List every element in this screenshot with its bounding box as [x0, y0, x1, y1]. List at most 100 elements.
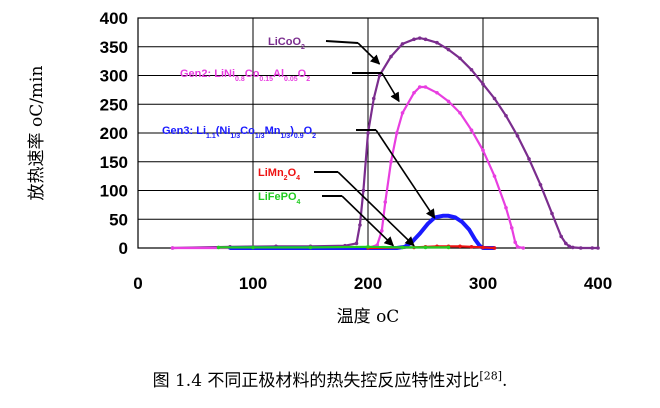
figure-caption: 图 1.4 不同正极材料的热失控反应特性对比[28]. [0, 366, 660, 391]
data-point [473, 237, 477, 242]
y-tick-labels: 0 50 100 150 200 250 300 350 400 [100, 9, 128, 258]
data-point [216, 245, 221, 250]
data-point [596, 246, 600, 250]
x-tick-label: 200 [354, 274, 382, 293]
y-tick-label: 300 [100, 67, 128, 86]
data-point [504, 113, 508, 118]
x-tick-label: 400 [584, 274, 612, 293]
series-line [172, 36, 598, 250]
data-point [492, 246, 497, 250]
annotation-arrow [337, 171, 415, 247]
annotation-arrow [341, 195, 394, 247]
annotation-arrow [381, 72, 400, 103]
data-point [590, 246, 595, 250]
data-point [469, 67, 474, 72]
annotation-leader [325, 40, 359, 44]
data-point [458, 244, 462, 249]
data-point [446, 47, 451, 52]
data-point [538, 182, 543, 187]
x-axis-label: 温度 oC [337, 307, 400, 327]
data-point [467, 227, 472, 232]
data-point [460, 220, 465, 224]
series-4 [216, 245, 451, 250]
x-tick-labels: 0 100 200 300 400 [133, 274, 612, 293]
annotation-label: LiMn2O4 [258, 167, 300, 182]
series-1 [170, 85, 526, 250]
data-point [366, 245, 370, 249]
data-point [383, 200, 388, 204]
y-tick-label: 400 [100, 9, 128, 28]
annotation-licoo2: LiCoO2 [268, 36, 381, 65]
y-tick-label: 200 [100, 124, 128, 143]
series-0 [170, 36, 600, 250]
data-point [423, 85, 428, 89]
data-point [446, 99, 451, 104]
y-tick-label: 350 [100, 38, 128, 57]
data-point [400, 245, 405, 250]
y-tick-label: 50 [109, 210, 128, 229]
data-point [521, 246, 526, 250]
data-point [570, 245, 575, 250]
data-point [458, 56, 462, 61]
data-point [358, 223, 362, 227]
caption-text: 图 1.4 不同正极材料的热失控反应特性对比 [152, 371, 480, 391]
annotation-arrow [357, 42, 381, 65]
grid [138, 18, 598, 248]
data-point [251, 245, 255, 250]
data-point [394, 131, 399, 135]
x-tick-label: 300 [469, 274, 497, 293]
data-point [481, 82, 485, 86]
data-point [515, 245, 520, 249]
data-point [412, 90, 416, 95]
y-tick-label: 0 [119, 239, 128, 258]
data-point [426, 222, 430, 226]
annotation-label: Gen2: LiNi0.8Co0.15Al0.05O2 [180, 68, 310, 83]
data-point [559, 234, 563, 239]
data-point [509, 226, 514, 230]
data-point [578, 246, 583, 250]
data-point [354, 241, 359, 246]
data-point [371, 96, 376, 101]
data-point [453, 215, 458, 220]
data-point [400, 111, 405, 115]
data-point [504, 205, 508, 210]
x-tick-label: 0 [133, 274, 142, 293]
data-point [513, 240, 517, 245]
annotations: LiCoO2 Gen2: LiNi0.8Co0.15Al0.05O2 Gen3: L… [162, 36, 436, 247]
data-point [400, 42, 405, 46]
data-point [469, 245, 474, 249]
y-tick-label: 150 [100, 153, 128, 172]
caption-end: . [502, 371, 508, 391]
annotation-gen3: Gen3: Li1.1(Ni1/3Co1/3Mn1/3)0.9O2 [162, 125, 436, 219]
data-point [417, 85, 422, 89]
annotation-label: LiCoO2 [268, 36, 305, 51]
data-point [492, 174, 497, 178]
annotation-limn2o4: LiMn2O4 [258, 167, 415, 247]
data-point [380, 228, 384, 233]
data-point [481, 148, 485, 153]
data-point [435, 40, 439, 45]
data-point [423, 245, 428, 250]
data-point [435, 90, 439, 95]
data-point [412, 37, 416, 42]
data-point [481, 245, 485, 250]
data-point [389, 54, 393, 59]
data-point [377, 73, 382, 78]
annotation-lifepo4: LiFePO4 [258, 191, 394, 247]
annotation-label: LiFePO4 [258, 191, 301, 206]
data-point [492, 96, 497, 101]
annotation-label: Gen3: Li1.1(Ni1/3Co1/3Mn1/3)0.9O2 [162, 125, 316, 140]
data-point [446, 245, 451, 250]
data-point [550, 211, 554, 216]
data-point [389, 159, 393, 164]
data-point [366, 131, 370, 135]
data-point [170, 246, 175, 250]
data-point [469, 128, 474, 132]
annotation-gen2: Gen2: LiNi0.8Co0.15Al0.05O2 [180, 68, 400, 103]
data-point [417, 36, 422, 40]
annotation-arrow [375, 129, 436, 219]
data-point [515, 134, 520, 138]
data-point [417, 231, 422, 236]
data-point [567, 244, 572, 249]
